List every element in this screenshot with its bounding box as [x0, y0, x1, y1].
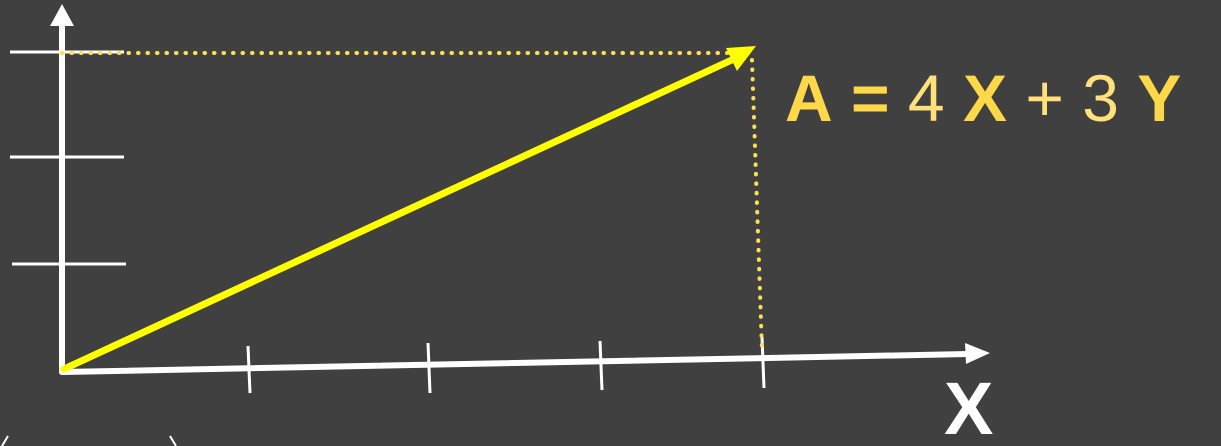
- x-tick-2: [426, 342, 432, 394]
- x-axis-arrowhead-icon: [965, 343, 990, 364]
- x-tick-3: [598, 340, 604, 391]
- bracket-mark-right: [169, 435, 177, 446]
- vector-a-shaft: [60, 54, 740, 373]
- y-coefficient: 3: [1082, 61, 1119, 135]
- x-coefficient: 4: [907, 61, 945, 135]
- y-basis: Y: [1137, 61, 1182, 135]
- vector-name: A: [785, 61, 833, 135]
- vector-equation: A = 4 X + 3 Y: [785, 58, 1181, 138]
- x-axis: [59, 351, 971, 375]
- y-axis-arrowhead-icon: [50, 4, 74, 26]
- x-tick-1: [246, 345, 252, 394]
- x-axis-label: X: [944, 367, 994, 446]
- vertical-projection-guide: [750, 58, 764, 352]
- bracket-mark-left: [1, 435, 9, 446]
- vector-a-arrowhead-icon: [726, 46, 756, 71]
- plus-sign: +: [1025, 61, 1064, 135]
- x-basis: X: [962, 61, 1007, 135]
- equals-sign: =: [851, 61, 890, 135]
